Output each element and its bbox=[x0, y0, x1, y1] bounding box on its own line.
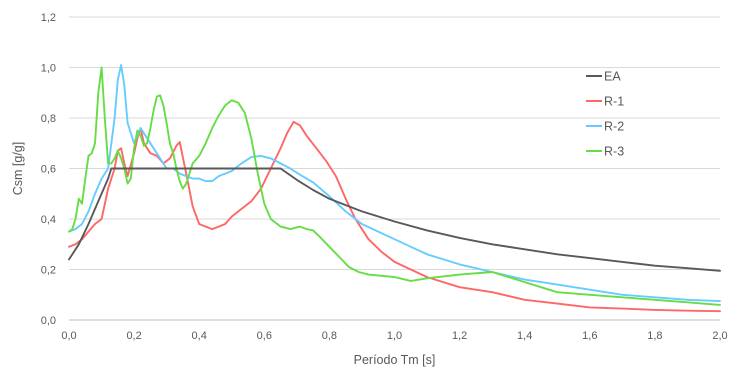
x-tick-label: 1,6 bbox=[582, 330, 597, 342]
x-tick-label: 0,4 bbox=[192, 330, 207, 342]
x-tick-label: 0,2 bbox=[126, 330, 141, 342]
y-tick-label: 0,6 bbox=[41, 164, 56, 176]
gridlines bbox=[69, 16, 720, 270]
x-tick-label: 1,4 bbox=[517, 330, 532, 342]
legend: EA R-1 R-2 R-3 bbox=[586, 70, 624, 159]
legend-label-r-2: R-2 bbox=[604, 120, 624, 134]
x-tick-label: 0,0 bbox=[61, 330, 76, 342]
y-tick-label: 0,4 bbox=[41, 214, 56, 226]
series-line-r-1 bbox=[68, 120, 721, 313]
x-tick-label: 1,8 bbox=[647, 330, 662, 342]
y-axis-title: Csm [g/g] bbox=[11, 142, 25, 196]
axes: 0,0 0,2 0,4 0,6 0,8 1,0 1,2 0,0 0,2 0,4 0,6 0,8 1,0 1… bbox=[41, 12, 728, 342]
y-tick-label: 1,0 bbox=[41, 63, 56, 75]
series-line-ea bbox=[68, 167, 721, 272]
x-tick-label: 1,0 bbox=[387, 330, 402, 342]
series-lines bbox=[68, 64, 721, 313]
x-tick-label: 2,0 bbox=[712, 330, 727, 342]
y-tick-label: 0,8 bbox=[41, 113, 56, 125]
series-line-r-2 bbox=[68, 64, 721, 303]
x-tick-label: 1,2 bbox=[452, 330, 467, 342]
x-axis-title: Período Tm [s] bbox=[354, 353, 436, 367]
x-tick-label: 0,8 bbox=[322, 330, 337, 342]
y-tick-label: 1,2 bbox=[41, 12, 56, 24]
x-tick-label: 0,6 bbox=[257, 330, 272, 342]
legend-label-ea: EA bbox=[604, 70, 621, 84]
y-tick-label: 0,2 bbox=[41, 265, 56, 277]
legend-label-r-1: R-1 bbox=[604, 95, 624, 109]
legend-label-r-3: R-3 bbox=[604, 145, 624, 159]
y-tick-label: 0,0 bbox=[41, 315, 56, 327]
